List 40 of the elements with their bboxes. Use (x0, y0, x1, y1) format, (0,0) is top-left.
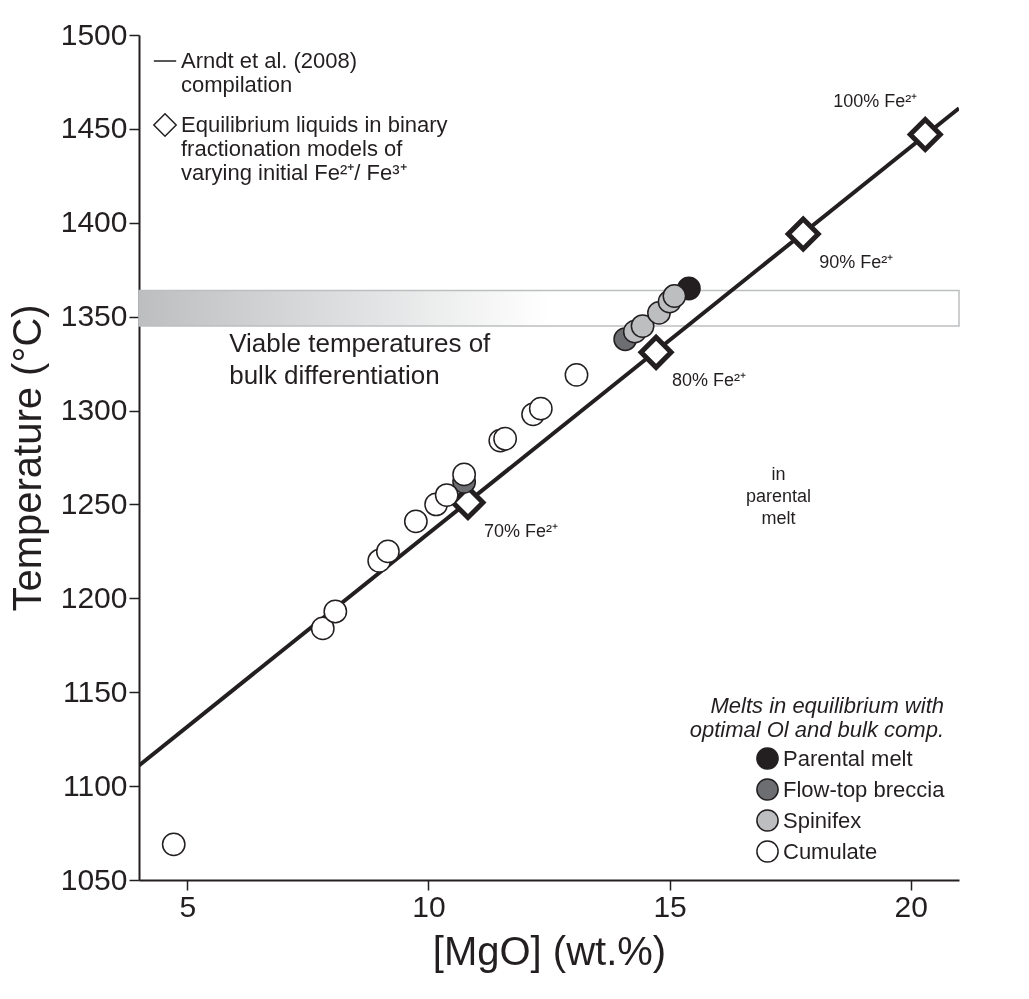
legend-label: Spinifex (783, 807, 862, 833)
y-tick-label: 1150 (62, 674, 128, 708)
point (528, 396, 553, 421)
point (638, 334, 674, 370)
annotation: 90% Fe²⁺ (819, 252, 894, 273)
point (493, 426, 518, 451)
x-tick-label: 20 (894, 889, 928, 923)
legend-label: Arndt et al. (2008) compilation (181, 48, 358, 97)
point (452, 462, 477, 487)
point (375, 539, 400, 564)
annotation: 100% Fe²⁺ (833, 90, 918, 111)
y-tick-label: 1500 (60, 17, 128, 51)
point (785, 216, 821, 252)
point (434, 483, 459, 507)
y-tick-label: 1350 (60, 299, 128, 333)
legend-label: Parental melt (783, 745, 913, 771)
point (662, 284, 687, 308)
legend-title: Melts in equilibrium with optimal Ol and bulk comp. (689, 693, 944, 742)
x-tick-label: 10 (412, 889, 446, 923)
point (907, 117, 943, 153)
y-tick-label: 1250 (60, 486, 128, 520)
annotation: Viable temperatures of bulk differentiation (229, 327, 492, 390)
y-tick-label: 1400 (60, 205, 128, 239)
y-tick-label: 1450 (60, 111, 128, 145)
point (323, 599, 348, 624)
point (630, 314, 655, 338)
legend-label: Cumulate (783, 838, 878, 864)
x-tick-label: 15 (653, 889, 687, 923)
legend-label: Flow-top breccia (783, 776, 946, 802)
x-tick-label: 5 (179, 889, 197, 923)
x-axis-title: [MgO] (wt.%) (432, 928, 667, 973)
y-tick-label: 1300 (60, 393, 128, 427)
annotation: in parental melt (746, 463, 812, 528)
annotation: 80% Fe²⁺ (672, 370, 747, 391)
y-tick-label: 1100 (62, 768, 128, 802)
annotation: 70% Fe²⁺ (483, 520, 558, 541)
y-axis-title: Temperature (°C) (4, 304, 49, 612)
y-tick-label: 1200 (60, 580, 128, 614)
y-tick-label: 1050 (60, 862, 128, 896)
legend-label: Equilibrium liquids in binary fractionation models of varying initial Fe²⁺/ Fe³⁺ (181, 112, 448, 185)
